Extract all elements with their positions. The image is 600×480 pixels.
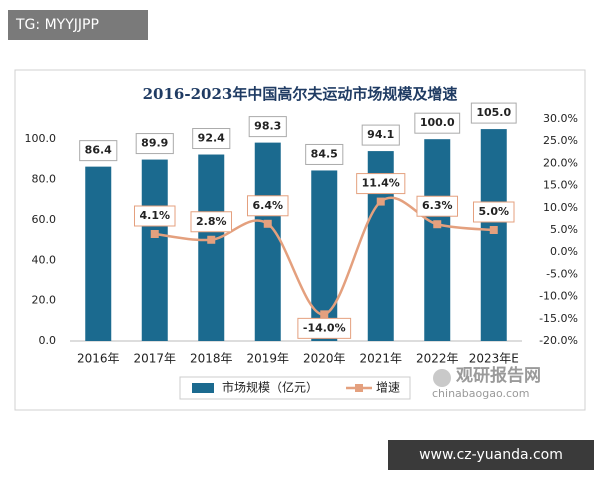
line-marker bbox=[320, 310, 329, 319]
data-label-box bbox=[192, 128, 231, 150]
data-label: 6.4% bbox=[252, 199, 283, 212]
x-tick-label: 2023年E bbox=[469, 352, 519, 366]
y2-tick-label: 25.0% bbox=[543, 134, 578, 147]
bar bbox=[424, 139, 451, 341]
y-tick-label: 80.0 bbox=[32, 173, 57, 186]
y-tick-label: 60.0 bbox=[32, 213, 57, 226]
line-marker bbox=[433, 220, 442, 229]
data-label: 105.0 bbox=[476, 106, 511, 119]
y2-tick-label: -5.0% bbox=[546, 267, 578, 280]
y2-tick-label: -15.0% bbox=[539, 312, 578, 325]
legend-label: 市场规模（亿元） bbox=[222, 380, 318, 395]
data-label: 92.4 bbox=[198, 132, 225, 145]
data-label: 94.1 bbox=[367, 128, 394, 141]
data-label-box bbox=[472, 201, 515, 223]
data-label: 84.5 bbox=[311, 147, 338, 160]
line-marker bbox=[150, 229, 159, 238]
chart-title: 2016-2023年中国高尔夫运动市场规模及增速 bbox=[143, 85, 458, 103]
data-label-box bbox=[135, 133, 174, 155]
bar bbox=[85, 166, 112, 341]
data-label: 6.3% bbox=[422, 199, 453, 212]
y2-tick-label: 30.0% bbox=[543, 112, 578, 125]
data-label-box bbox=[133, 205, 176, 227]
bar bbox=[254, 142, 281, 341]
data-label-box bbox=[248, 116, 287, 138]
x-tick-label: 2022年 bbox=[416, 352, 459, 366]
y2-tick-label: 20.0% bbox=[543, 156, 578, 169]
data-label-box bbox=[470, 102, 517, 124]
data-label-box bbox=[246, 195, 289, 217]
data-label-box bbox=[190, 211, 233, 233]
legend-box bbox=[179, 376, 411, 400]
y-tick-label: 40.0 bbox=[32, 253, 57, 266]
watermark-box bbox=[388, 440, 594, 470]
watermark: www.cz-yuanda.com bbox=[419, 447, 563, 463]
bar bbox=[141, 159, 168, 341]
data-label: 86.4 bbox=[85, 144, 112, 157]
data-label-box bbox=[414, 112, 461, 134]
data-label-box bbox=[356, 173, 406, 195]
watermark: TG: MYYJJPP bbox=[15, 17, 99, 33]
data-label: 100.0 bbox=[420, 116, 455, 129]
data-label: 5.0% bbox=[478, 205, 509, 218]
y-tick-label: 100.0 bbox=[25, 132, 57, 145]
data-label: 11.4% bbox=[362, 177, 400, 190]
logo-url: chinabaogao.com bbox=[432, 387, 530, 400]
y2-tick-label: 15.0% bbox=[543, 179, 578, 192]
y-tick-label: 20.0 bbox=[32, 294, 57, 307]
x-tick-label: 2016年 bbox=[77, 352, 120, 366]
line-marker bbox=[207, 235, 216, 244]
legend-swatch bbox=[355, 384, 364, 392]
x-tick-label: 2017年 bbox=[133, 352, 176, 366]
data-label-box bbox=[297, 317, 352, 339]
logo-text: 观研报告网 bbox=[455, 365, 541, 386]
x-tick-label: 2021年 bbox=[359, 352, 402, 366]
data-label-box bbox=[79, 140, 118, 162]
y2-tick-label: 0.0% bbox=[550, 245, 578, 258]
data-label-box bbox=[361, 124, 400, 146]
data-label-box bbox=[416, 195, 459, 217]
line-marker bbox=[489, 226, 498, 234]
y2-tick-label: -10.0% bbox=[539, 290, 578, 303]
y2-tick-label: -20.0% bbox=[539, 334, 578, 347]
y2-tick-label: 10.0% bbox=[543, 201, 578, 214]
x-tick-label: 2020年 bbox=[303, 352, 346, 366]
legend-label: 增速 bbox=[376, 381, 400, 395]
data-label: 89.9 bbox=[141, 137, 168, 150]
data-label: 4.1% bbox=[139, 209, 170, 222]
line-marker bbox=[263, 219, 272, 228]
bar bbox=[198, 154, 225, 341]
data-label-box bbox=[305, 143, 344, 165]
x-tick-label: 2019年 bbox=[246, 352, 289, 366]
data-label: 2.8% bbox=[196, 215, 227, 228]
x-tick-label: 2018年 bbox=[190, 352, 233, 366]
data-label: 98.3 bbox=[254, 120, 281, 133]
watermark-box bbox=[8, 10, 148, 40]
data-label: -14.0% bbox=[303, 321, 346, 334]
y-tick-label: 0.0 bbox=[39, 334, 57, 347]
logo-icon bbox=[433, 369, 451, 387]
y2-tick-label: 5.0% bbox=[550, 223, 578, 236]
line-marker bbox=[376, 197, 385, 206]
legend-swatch bbox=[192, 383, 214, 393]
bar bbox=[480, 129, 507, 341]
